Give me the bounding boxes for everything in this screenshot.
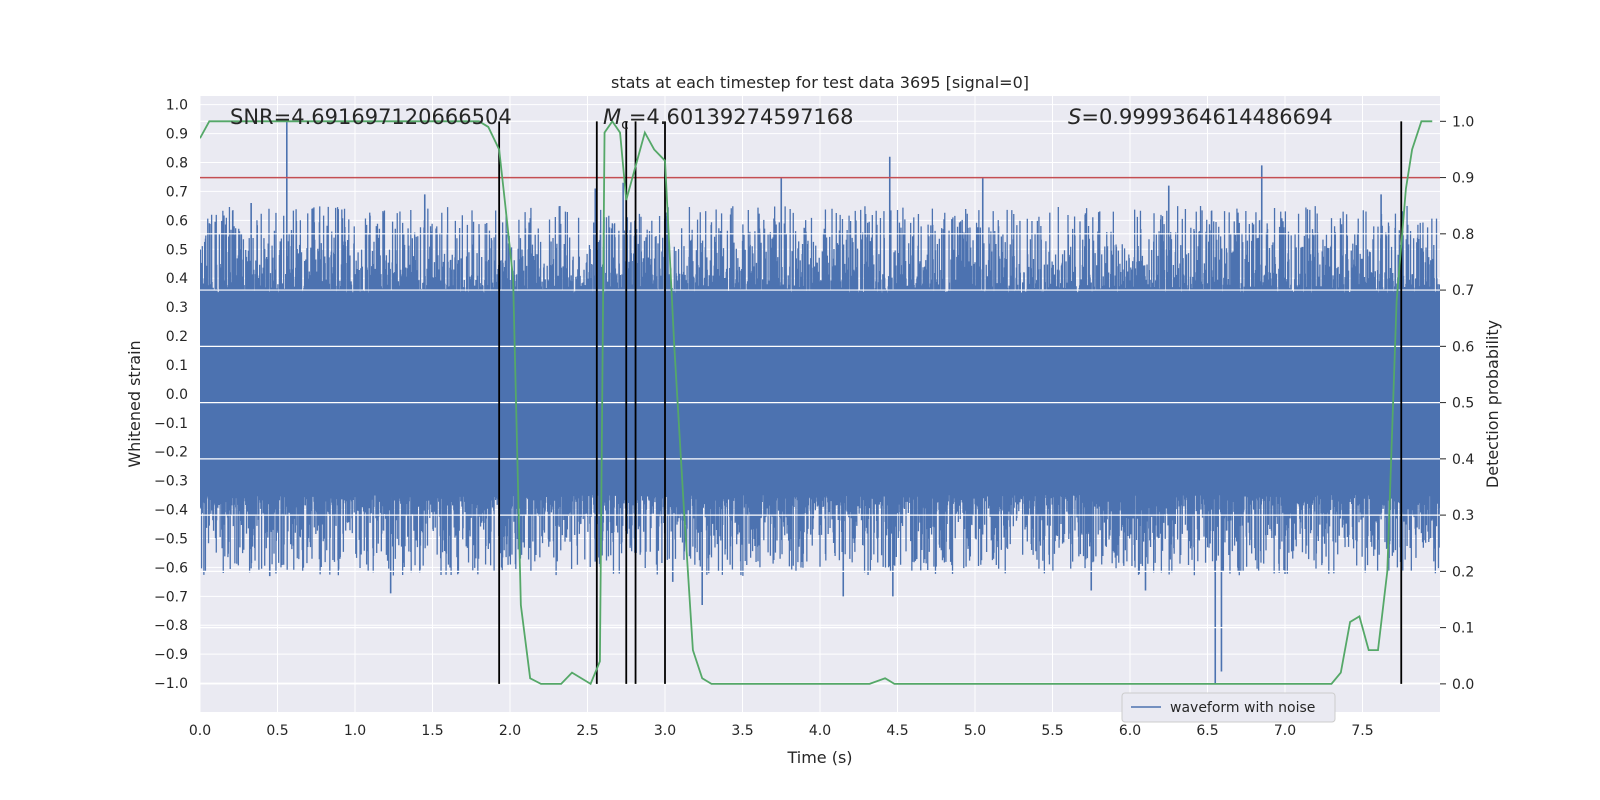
s-value: =0.9999364614486694 [1081, 105, 1332, 129]
x-tick-label: 0.5 [266, 723, 288, 739]
chart-title: stats at each timestep for test data 369… [611, 73, 1029, 92]
y-tick-label: 0.7 [166, 184, 188, 200]
y-tick-label: 0.2 [166, 329, 188, 345]
y-tick-label: 0.8 [166, 156, 188, 172]
y2-tick-label: 1.0 [1452, 114, 1474, 130]
y-tick-label: −0.8 [154, 618, 188, 634]
y-tick-label: 0.3 [166, 300, 188, 316]
y-tick-label: 0.0 [166, 387, 188, 403]
y-tick-label: 0.9 [166, 127, 188, 143]
y2-axis-title: Detection probability [1483, 320, 1502, 488]
x-tick-label: 1.5 [421, 723, 443, 739]
x-axis-title: Time (s) [786, 748, 852, 767]
mc-subscript: c [621, 117, 629, 133]
y-tick-label: −0.7 [154, 589, 188, 605]
s-symbol: S [1068, 105, 1081, 129]
y2-tick-label: 0.9 [1452, 171, 1474, 187]
y-tick-label: −0.5 [154, 531, 188, 547]
x-tick-labels: 0.0 0.5 1.0 1.5 2.0 2.5 3.0 3.5 4.0 4.5 5.0 5.5 6.0 6… [189, 723, 1374, 739]
y-tick-labels: −1.0 −0.9 −0.8 −0.7 −0.6 −0.5 −0.4 −0.3 −0.2 −0.1… [154, 98, 188, 692]
mc-value: =4.60139274597168 [629, 105, 854, 129]
y-tick-label: −0.2 [154, 445, 188, 461]
y-tick-label: −0.3 [154, 474, 188, 490]
y2-tick-labels: 0.0 0.1 0.2 0.3 0.4 0.5 0.6 0.7 0.8 0.9 1.0 [1440, 114, 1474, 693]
y2-tick-label: 0.4 [1452, 452, 1474, 468]
x-tick-label: 5.5 [1041, 723, 1063, 739]
detection-probability-series [200, 119, 1433, 686]
snr-annotation: SNR=4.691697120666504 [230, 105, 512, 129]
y-tick-label: 1.0 [166, 98, 188, 114]
y2-tick-label: 0.8 [1452, 227, 1474, 243]
legend: waveform with noise [1121, 692, 1336, 723]
x-tick-label: 2.5 [576, 723, 598, 739]
y-axis-title: Whitened strain [125, 340, 144, 467]
y-tick-label: 0.6 [166, 213, 188, 229]
y-tick-label: −0.4 [154, 503, 188, 519]
x-tick-label: 6.0 [1119, 723, 1141, 739]
legend-label: waveform with noise [1170, 700, 1315, 716]
waveform-series [200, 206, 1440, 576]
y2-tick-label: 0.3 [1452, 508, 1474, 524]
y2-tick-label: 0.7 [1452, 283, 1474, 299]
y-tick-label: −0.1 [154, 416, 188, 432]
x-tick-label: 4.5 [886, 723, 908, 739]
x-tick-label: 0.0 [189, 723, 211, 739]
x-tick-label: 7.5 [1351, 723, 1373, 739]
x-tick-label: 2.0 [499, 723, 521, 739]
y2-tick-label: 0.6 [1452, 339, 1474, 355]
y2-tick-label: 0.5 [1452, 396, 1474, 412]
mc-annotation: Mc=4.60139274597168 [603, 105, 854, 133]
x-tick-label: 3.5 [731, 723, 753, 739]
marker-vlines [498, 121, 1403, 684]
y2-tick-label: 0.0 [1452, 677, 1474, 693]
x-tick-label: 4.0 [809, 723, 831, 739]
waveform-peaks [250, 122, 1382, 684]
mc-symbol: M [603, 105, 621, 129]
x-tick-label: 5.0 [964, 723, 986, 739]
legend-box [1121, 692, 1336, 723]
y2-tick-label: 0.2 [1452, 564, 1474, 580]
y-tick-label: 0.1 [166, 358, 188, 374]
y-tick-label: −0.9 [154, 647, 188, 663]
x-tick-label: 7.0 [1274, 723, 1296, 739]
y-tick-label: −1.0 [154, 676, 188, 692]
s-annotation: S=0.9999364614486694 [1068, 105, 1333, 129]
x-tick-label: 3.0 [654, 723, 676, 739]
x-tick-label: 1.0 [344, 723, 366, 739]
y-tick-label: 0.4 [166, 271, 188, 287]
y-tick-label: 0.5 [166, 242, 188, 258]
x-tick-label: 6.5 [1196, 723, 1218, 739]
y2-tick-label: 0.1 [1452, 621, 1474, 637]
y-tick-label: −0.6 [154, 560, 188, 576]
